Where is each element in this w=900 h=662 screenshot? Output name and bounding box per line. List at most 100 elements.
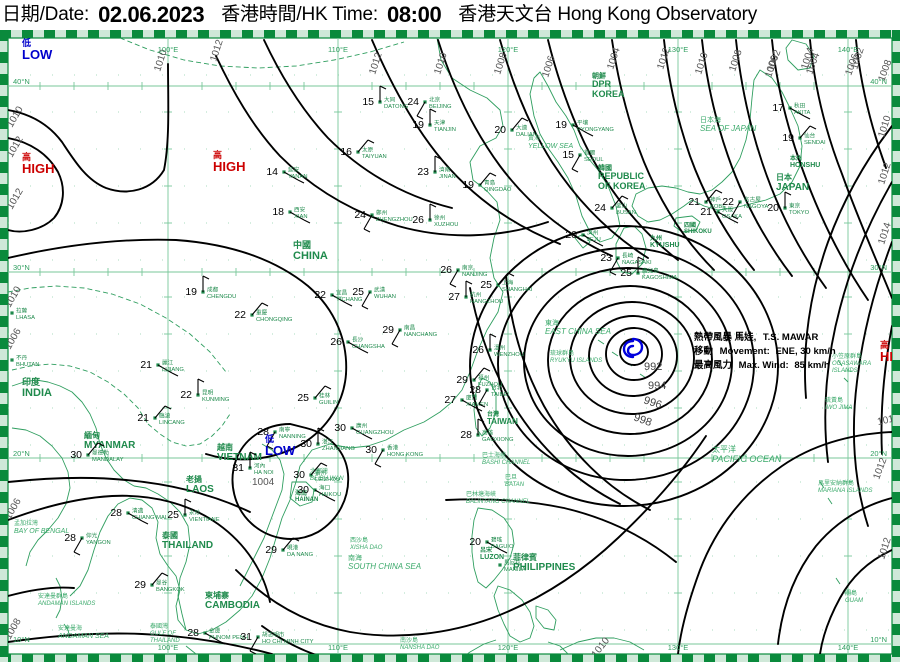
sea-label-en: GUAM (845, 598, 863, 604)
station-name-cn: 名古屋 (744, 196, 761, 204)
station-name-en: CHANGSHA (352, 344, 385, 350)
station-name-cn: 首爾 (584, 149, 596, 157)
station-name-cn: 濟南 (439, 166, 451, 174)
wind-barb-feather (367, 139, 375, 144)
sea-label-cn: 北部灣 (310, 467, 328, 475)
region-label-cn: 印度 (22, 376, 41, 387)
sea-label-cn: 安達曼海 (58, 624, 82, 632)
station-temperature: 26 (412, 214, 424, 226)
pressure-label-en: LOW (265, 443, 296, 458)
wind-barb-feather (374, 463, 382, 468)
sea-label-cn: 巴旦 (505, 474, 517, 481)
station-name-cn: 重慶 (256, 309, 268, 317)
station-name-cn: 高雄 (482, 429, 494, 437)
station-temperature: 19 (462, 179, 474, 191)
storm-isobar-998: 998 (632, 412, 653, 430)
station-name-cn: 南寧 (279, 426, 291, 434)
station-temperature: 24 (594, 202, 606, 214)
longitude-label: 140°E (838, 45, 859, 54)
sea-label-en: ISLANDS (832, 368, 858, 374)
pressure-label-cn: 高 (880, 339, 889, 350)
station-dot (510, 128, 514, 132)
sea-label-en: BEIBU WAN (310, 476, 344, 482)
region-label-cn: 菲律賓 (513, 552, 537, 562)
station-name-cn: 杭州 (470, 291, 481, 299)
sea-label-en: BASHI CHANNEL (482, 460, 530, 466)
wind-barb-shaft (799, 125, 811, 139)
station-name-en: HONG KONG (387, 452, 424, 458)
longitude-label: 110°E (328, 45, 348, 54)
station-name-en: LEIZHOU (315, 477, 340, 483)
latitude-label: 10°N (870, 635, 887, 644)
station-name-en: HAIKOU (319, 492, 341, 498)
isobar-label: 1014 (876, 412, 900, 427)
sea-label-en: NANSHA DAO (400, 645, 440, 651)
station-name-cn: 雷州 (315, 470, 326, 477)
wind-barb-shaft (249, 636, 259, 652)
region-label-en: INDIA (22, 387, 52, 399)
station-name-cn: 拉薩 (16, 307, 28, 315)
station-temperature: 23 (417, 166, 429, 178)
wind-barb-shaft (357, 139, 369, 153)
wind-barb-shaft (473, 367, 485, 381)
station-name-cn: 成都 (207, 286, 219, 294)
wind-barb-feather (731, 215, 739, 220)
sea-label-cn: 馬里安納群島 (818, 479, 854, 487)
station-name-en: YANAN (288, 174, 308, 180)
station-name-en: DA NANG (287, 552, 314, 558)
station-name-cn: 上海 (502, 279, 514, 287)
sea-label-en: YELLOW SEA (528, 143, 573, 150)
date-label: 日期/Date: (2, 4, 90, 25)
station-name-cn: 南京 (462, 264, 474, 272)
wind-barb-feather (328, 497, 336, 502)
station-name-en: HANGZHOU (470, 299, 503, 305)
station-name-cn: 永珍 (189, 509, 201, 517)
longitude-label: 120°E (498, 45, 519, 54)
sea-label-cn: 東海 (545, 318, 559, 327)
latitude-labels-right: 40°N 30°N 20°N 10°N (870, 77, 887, 644)
station-name-cn: 天津 (434, 120, 446, 127)
station-name-cn: 宜昌 (336, 289, 347, 297)
sea-label-en: MARIANA ISLANDS (818, 488, 872, 494)
longitude-label: 130°E (668, 45, 689, 54)
wind-barb-feather (803, 115, 811, 120)
wind-barb-shaft (511, 117, 523, 131)
wind-barb-shaft (351, 427, 367, 437)
station-temperature: 22 (180, 389, 192, 401)
station-name-cn: 延安 (288, 166, 300, 174)
station-temperature: 20 (494, 124, 506, 136)
wind-barb-shaft (87, 442, 99, 456)
station-name-cn: 仙台 (804, 132, 816, 140)
pressure-label-en: HIGH (880, 349, 900, 364)
wind-barb-shaft (154, 405, 166, 419)
region-label-en: SHIKOKU (684, 229, 712, 235)
longitude-label: 100°E (158, 643, 179, 652)
station-name-en: FUZHOU (478, 382, 502, 388)
sea-label-cn: 泰國灣 (150, 622, 168, 630)
station-name-cn: 徐州 (434, 214, 445, 222)
wind-barb-shaft (611, 195, 623, 209)
station-temperature: 22 (722, 196, 734, 208)
wind-barb-feather (97, 442, 105, 447)
station-temperature: 29 (382, 324, 394, 336)
pressure-label-cn: 高 (213, 149, 222, 160)
